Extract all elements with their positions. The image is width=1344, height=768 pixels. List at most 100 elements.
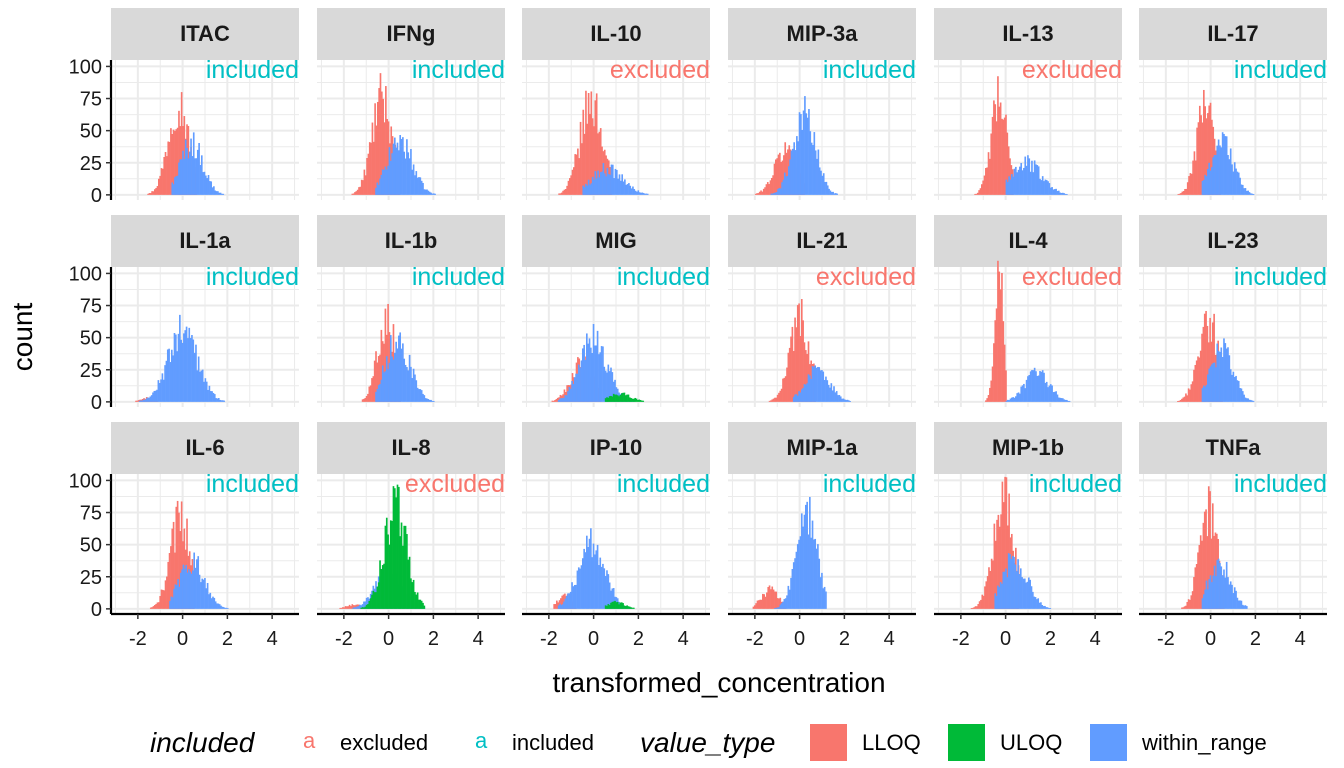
histogram-bar bbox=[223, 400, 225, 402]
histogram-bar bbox=[1212, 575, 1215, 609]
histogram-bar bbox=[803, 342, 806, 402]
histogram-bar bbox=[1020, 386, 1023, 402]
histogram-bar bbox=[1001, 583, 1003, 609]
histogram-bar bbox=[219, 192, 222, 195]
histogram-bar bbox=[786, 595, 788, 609]
histogram-bar bbox=[371, 378, 373, 402]
histogram-bar bbox=[589, 113, 591, 195]
histogram-bar bbox=[364, 606, 367, 609]
histogram-bar bbox=[1018, 574, 1021, 609]
histogram-bar bbox=[585, 183, 587, 195]
histogram-bar bbox=[1183, 606, 1186, 609]
histogram-bar bbox=[148, 193, 151, 195]
histogram-bar bbox=[626, 184, 629, 195]
histogram-bar bbox=[1032, 591, 1034, 609]
histogram-bar bbox=[372, 141, 375, 195]
histogram-bar bbox=[564, 394, 567, 402]
facet-strip-label: IL-4 bbox=[1008, 228, 1048, 253]
facet-strip-label: ITAC bbox=[180, 21, 230, 46]
histogram-bar bbox=[403, 358, 406, 402]
histogram-series-within_range bbox=[1005, 367, 1071, 402]
histogram-bar bbox=[364, 601, 367, 609]
histogram-bar bbox=[1236, 380, 1239, 402]
histogram-bar bbox=[202, 579, 205, 609]
histogram-bar bbox=[403, 151, 406, 195]
histogram-bar bbox=[568, 386, 571, 402]
facet-strip bbox=[934, 422, 1122, 474]
histogram-bar bbox=[995, 595, 998, 609]
histogram-bar bbox=[404, 364, 407, 402]
inclusion-tag: included bbox=[412, 263, 505, 291]
histogram-bar bbox=[1245, 398, 1248, 402]
histogram-bar bbox=[1013, 397, 1016, 402]
histogram-bar bbox=[823, 379, 826, 402]
histogram-bar bbox=[191, 335, 193, 402]
histogram-bar bbox=[153, 189, 156, 195]
histogram-bar bbox=[980, 599, 982, 609]
histogram-bar bbox=[1216, 560, 1219, 609]
histogram-bar bbox=[641, 400, 643, 402]
histogram-bar bbox=[424, 398, 427, 402]
histogram-bar bbox=[599, 172, 602, 195]
histogram-bar bbox=[778, 607, 780, 609]
histogram-bar bbox=[989, 387, 991, 402]
facet-strip bbox=[1139, 422, 1327, 474]
histogram-bar bbox=[1232, 171, 1235, 195]
histogram-bar bbox=[577, 148, 579, 195]
histogram-bar bbox=[1002, 502, 1005, 609]
histogram-bar bbox=[768, 400, 771, 402]
histogram-bar bbox=[1037, 166, 1040, 195]
histogram-bar bbox=[380, 329, 383, 402]
histogram-bar bbox=[1193, 151, 1196, 195]
histogram-bar bbox=[602, 346, 604, 402]
histogram-bar bbox=[594, 171, 597, 195]
histogram-bar bbox=[608, 582, 611, 609]
histogram-bar bbox=[794, 394, 796, 402]
histogram-bar bbox=[391, 520, 393, 609]
histogram-bar bbox=[796, 305, 799, 402]
histogram-bar bbox=[369, 598, 372, 609]
x-tick-label: 4 bbox=[884, 628, 895, 650]
histogram-bar bbox=[993, 523, 996, 609]
histogram-bar bbox=[155, 603, 157, 609]
histogram-bar bbox=[225, 607, 228, 609]
histogram-bar bbox=[813, 367, 815, 402]
histogram-bar bbox=[1043, 372, 1045, 402]
histogram-bar bbox=[1205, 118, 1208, 195]
histogram-bar bbox=[753, 605, 756, 609]
histogram-bar bbox=[779, 152, 781, 195]
histogram-bar bbox=[186, 572, 189, 609]
histogram-bar bbox=[1197, 356, 1199, 402]
histogram-bar bbox=[586, 535, 588, 609]
histogram-bar bbox=[399, 332, 402, 402]
histogram-bar bbox=[183, 333, 185, 402]
y-tick-label: 25 bbox=[80, 567, 102, 589]
histogram-bar bbox=[1035, 371, 1037, 402]
histogram-bar bbox=[566, 385, 568, 402]
histogram-bar bbox=[192, 570, 194, 609]
histogram-bar bbox=[646, 193, 649, 195]
histogram-bar bbox=[419, 177, 422, 195]
histogram-bar bbox=[611, 164, 614, 195]
histogram-bar bbox=[567, 180, 570, 195]
histogram-bar bbox=[1186, 395, 1189, 402]
histogram-bar bbox=[398, 335, 400, 402]
histogram-bar bbox=[212, 596, 214, 609]
x-tick-label: 0 bbox=[794, 628, 805, 650]
histogram-bar bbox=[1217, 350, 1220, 402]
histogram-bar bbox=[552, 400, 555, 402]
histogram-bar bbox=[990, 133, 993, 195]
facet-strip bbox=[728, 8, 916, 60]
histogram-bar bbox=[631, 398, 634, 402]
facet-panel-MIP-1b: MIP-1b included bbox=[934, 422, 1122, 614]
histogram-bar bbox=[1038, 602, 1041, 609]
histogram-bar bbox=[781, 182, 783, 195]
histogram-bar bbox=[1005, 400, 1008, 402]
histogram-bar bbox=[994, 593, 997, 609]
histogram-bar bbox=[415, 380, 418, 402]
histogram-bar bbox=[365, 396, 368, 402]
histogram-series-within_range bbox=[774, 496, 827, 609]
histogram-bar bbox=[174, 552, 176, 609]
histogram-bar bbox=[798, 303, 800, 402]
